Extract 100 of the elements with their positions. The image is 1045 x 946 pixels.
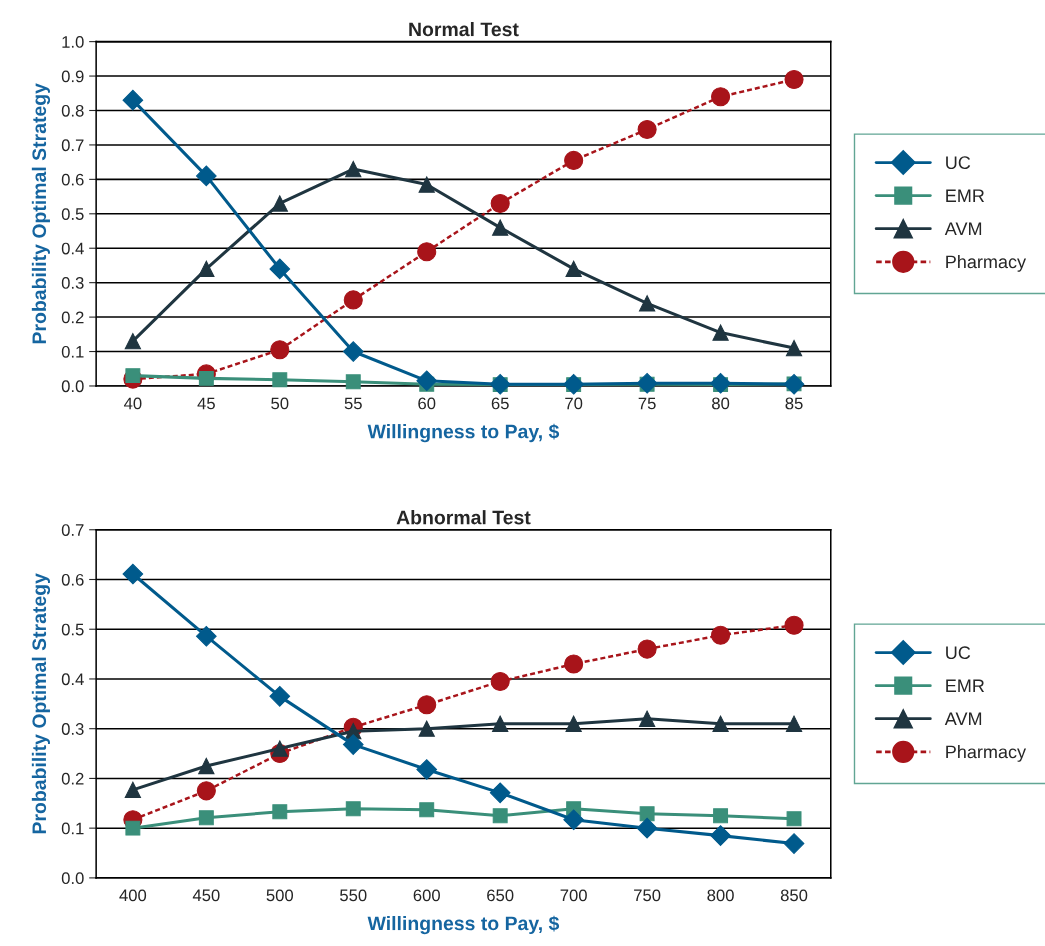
point <box>272 804 288 820</box>
point <box>711 625 731 645</box>
point <box>712 715 729 732</box>
legend-label: Pharmacy <box>946 255 1027 272</box>
x-tick-label: 450 <box>192 889 220 902</box>
x-tick-label: 80 <box>712 397 730 410</box>
point <box>198 260 215 278</box>
point <box>492 219 509 236</box>
point <box>639 806 655 822</box>
y-tick-label: 0.1 <box>61 822 84 835</box>
y-tick-label: 0.7 <box>61 524 84 536</box>
y-axis-title: Probability Optimal Strategy <box>31 83 51 344</box>
point <box>269 686 291 707</box>
y-tick-label: 0.0 <box>61 380 84 393</box>
y-tick-label: 0.6 <box>61 573 84 586</box>
point <box>342 341 364 362</box>
x-tick-label: 600 <box>413 889 440 902</box>
point <box>195 165 217 187</box>
legend-label: Pharmacy <box>946 745 1027 762</box>
x-tick-label: 85 <box>785 397 803 410</box>
y-tick-label: 0.9 <box>61 70 84 83</box>
y-axis-title: Probability Optimal Strategy <box>31 573 51 834</box>
y-tick-label: 0.3 <box>61 277 84 289</box>
point <box>270 340 290 360</box>
point <box>711 87 731 107</box>
legend-label: AVM <box>944 222 982 236</box>
point <box>712 324 729 341</box>
point <box>563 809 584 831</box>
x-tick-label: 550 <box>340 889 367 902</box>
y-tick-label: 0.5 <box>61 623 84 636</box>
point <box>710 372 731 394</box>
point <box>638 710 656 727</box>
x-tick-label: 75 <box>638 397 656 410</box>
point <box>198 810 214 826</box>
x-axis-title: Willingness to Pay, $ <box>367 915 560 935</box>
y-tick-label: 0.2 <box>61 311 84 324</box>
point <box>342 734 364 755</box>
point <box>418 720 435 737</box>
point <box>345 801 361 817</box>
y-tick-label: 0.1 <box>61 345 84 358</box>
point <box>272 372 288 388</box>
point <box>345 160 362 178</box>
point <box>564 150 584 170</box>
point <box>416 759 438 780</box>
point <box>125 820 141 836</box>
point <box>638 295 656 312</box>
point <box>636 817 658 839</box>
point <box>198 370 214 386</box>
x-tick-label: 45 <box>197 397 215 410</box>
point <box>124 781 142 799</box>
x-tick-label: 400 <box>119 889 147 902</box>
y-tick-label: 0.4 <box>61 673 84 686</box>
point <box>417 242 437 262</box>
x-tick-label: 700 <box>560 889 587 902</box>
y-tick-label: 1.0 <box>62 36 84 48</box>
point <box>271 195 288 212</box>
point <box>345 374 361 390</box>
point <box>637 119 657 139</box>
point <box>419 802 435 818</box>
x-tick-label: 55 <box>344 397 362 410</box>
point <box>195 625 217 647</box>
point <box>198 757 215 775</box>
y-tick-label: 0.7 <box>61 139 84 152</box>
point <box>271 740 288 757</box>
point <box>786 811 802 827</box>
x-tick-label: 50 <box>271 397 289 410</box>
point <box>637 639 657 659</box>
point <box>122 89 144 111</box>
point <box>783 833 805 854</box>
x-tick-label: 65 <box>491 397 509 410</box>
point <box>417 695 437 715</box>
chart-title: Normal Test <box>409 21 519 37</box>
point <box>489 782 511 804</box>
point <box>196 781 216 801</box>
point <box>490 193 510 214</box>
point <box>785 715 803 732</box>
point <box>492 808 508 824</box>
x-tick-label: 70 <box>565 397 583 410</box>
x-tick-label: 850 <box>780 889 808 902</box>
chart-title: Abnormal Test <box>396 510 531 525</box>
point <box>490 671 510 691</box>
point <box>565 260 582 278</box>
point <box>565 715 582 732</box>
point <box>418 176 435 193</box>
legend-label: EMR <box>946 189 985 202</box>
y-tick-label: 0.3 <box>61 723 84 735</box>
point <box>416 370 438 392</box>
point <box>492 715 509 732</box>
point <box>713 808 729 824</box>
point <box>343 290 363 310</box>
legend-label: UC <box>946 156 971 170</box>
point <box>122 563 144 585</box>
point <box>125 368 141 384</box>
legend-label: AVM <box>944 712 982 726</box>
point <box>564 654 584 674</box>
x-tick-label: 750 <box>634 889 661 902</box>
point <box>710 825 731 846</box>
x-tick-label: 650 <box>487 889 514 902</box>
x-axis-title: Willingness to Pay, $ <box>367 423 560 443</box>
y-tick-label: 0.0 <box>61 872 84 885</box>
